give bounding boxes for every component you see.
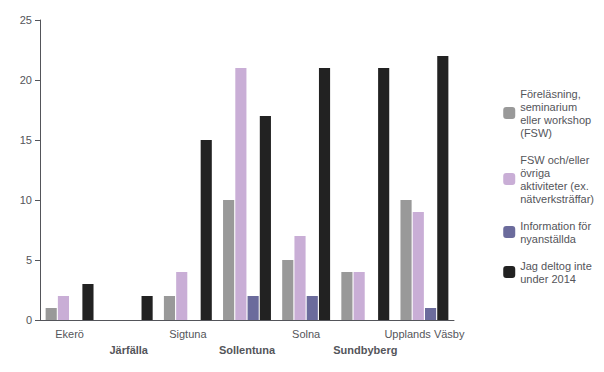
svg-text:15: 15 [20,134,32,146]
svg-text:Sigtuna: Sigtuna [169,328,207,340]
svg-text:(FSW): (FSW) [520,127,552,139]
svg-text:Jag deltog inte: Jag deltog inte [520,260,592,272]
svg-text:under 2014: under 2014 [520,273,576,285]
svg-text:Ekerö: Ekerö [55,328,84,340]
svg-text:aktiviteter (ex.: aktiviteter (ex. [520,180,588,192]
svg-text:nätverksträffar): nätverksträffar) [520,193,594,205]
svg-text:5: 5 [26,254,32,266]
svg-text:0: 0 [26,314,32,326]
svg-text:Föreläsning,: Föreläsning, [520,88,581,100]
svg-text:Sollentuna: Sollentuna [219,344,276,356]
svg-text:nyanställda: nyanställda [520,233,577,245]
svg-text:Sundbyberg: Sundbyberg [333,344,397,356]
svg-text:övriga: övriga [520,167,551,179]
svg-text:eller workshop: eller workshop [520,114,591,126]
svg-text:Upplands Väsby: Upplands Väsby [384,328,465,340]
svg-text:seminarium: seminarium [520,101,577,113]
svg-text:20: 20 [20,74,32,86]
svg-text:Information för: Information för [520,220,591,232]
svg-text:Järfälla: Järfälla [109,344,148,356]
svg-text:Solna: Solna [292,328,321,340]
svg-text:FSW och/eller: FSW och/eller [520,154,589,166]
svg-text:10: 10 [20,194,32,206]
svg-text:25: 25 [20,14,32,26]
